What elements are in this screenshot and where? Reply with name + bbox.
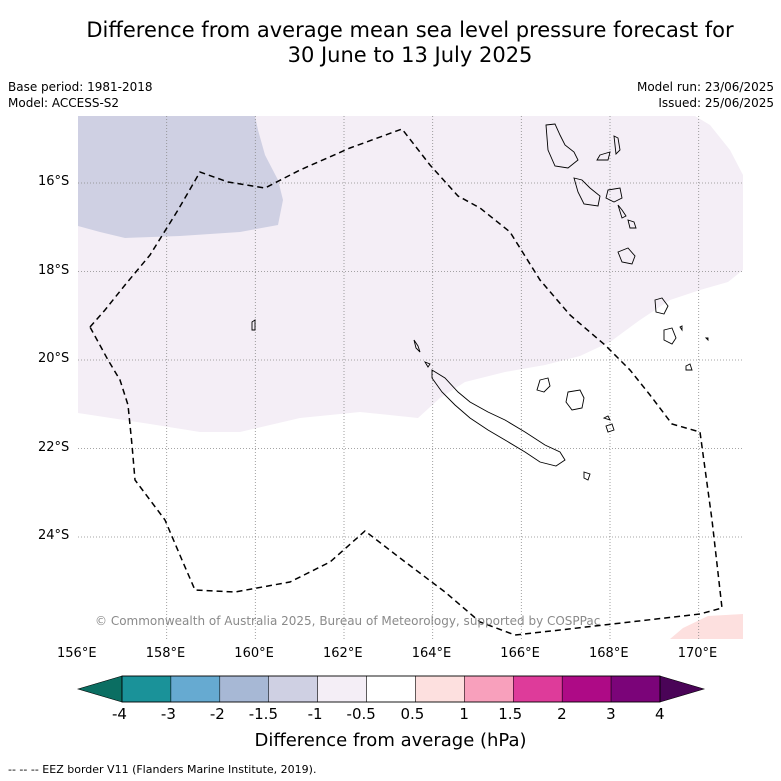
colorbar-tick-label: -1.5 xyxy=(248,705,278,723)
colorbar-bin xyxy=(415,675,465,703)
colorbar-bin xyxy=(219,675,269,703)
longitude-label: 164°E xyxy=(411,646,452,661)
colorbar xyxy=(76,675,706,703)
colorbar-bin xyxy=(464,675,514,703)
latitude-label: 18°S xyxy=(38,262,70,278)
base-period: Base period: 1981-2018 xyxy=(8,80,153,94)
model-run: Model run: 23/06/2025 xyxy=(636,80,774,94)
colorbar-tick-label: -4 xyxy=(112,705,127,723)
colorbar-bin xyxy=(268,675,318,703)
graticule xyxy=(78,116,743,639)
colorbar-high-extension xyxy=(659,675,706,703)
colorbar-tick-label: -3 xyxy=(160,705,176,723)
colorbar-tick-label: -2 xyxy=(209,705,225,723)
colorbar-tick-label: 0.5 xyxy=(400,705,425,723)
longitude-label: 156°E xyxy=(57,646,97,661)
chart-title: Difference from average mean sea level p… xyxy=(40,18,780,68)
copyright-notice: © Commonwealth of Australia 2025, Bureau… xyxy=(95,614,600,628)
colorbar-bin xyxy=(366,675,416,703)
colorbar-label: Difference from average (hPa) xyxy=(254,730,527,751)
latitude-label: 16°S xyxy=(38,174,70,189)
colorbar-tick-label: 1 xyxy=(459,705,469,723)
longitude-label: 168°E xyxy=(589,646,629,661)
colorbar-bin xyxy=(513,675,563,703)
colorbar-bin xyxy=(121,675,172,703)
title-line-1: Difference from average mean sea level p… xyxy=(86,18,734,42)
meta-left: Base period: 1981-2018 Model: ACCESS-S2 xyxy=(8,79,153,111)
eez-border xyxy=(89,128,723,636)
issued-date: Issued: 25/06/2025 xyxy=(658,96,774,110)
new-caledonia-island xyxy=(431,369,566,467)
colorbar-tick-label: 1.5 xyxy=(498,705,523,723)
latitude-label: 24°S xyxy=(38,528,70,543)
longitude-label: 158°E xyxy=(145,646,186,661)
eez-legend-note: -- -- -- EEZ border V11 (Flanders Marine… xyxy=(8,763,317,776)
title-line-2: 30 June to 13 July 2025 xyxy=(287,43,533,67)
colorbar-bin xyxy=(317,675,367,703)
model-name: Model: ACCESS-S2 xyxy=(8,96,120,110)
longitude-label: 160°E xyxy=(234,646,274,661)
longitude-label: 170°E xyxy=(677,646,718,661)
colorbar-low-extension xyxy=(76,675,123,703)
colorbar-bin xyxy=(561,675,612,703)
vanuatu-espiritu-santo xyxy=(545,123,579,169)
anomaly-region-minus-1-5-to-minus-1 xyxy=(78,116,283,238)
colorbar-bin xyxy=(610,675,661,703)
colorbar-tick-label: 4 xyxy=(655,705,665,723)
longitude-label: 162°E xyxy=(323,646,363,661)
colorbar-tick-label: 3 xyxy=(606,705,616,723)
colorbar-bin xyxy=(170,675,221,703)
anomaly-region-0-5-to-1 xyxy=(670,614,743,639)
colorbar-tick-label: -0.5 xyxy=(346,705,376,723)
coastlines xyxy=(251,123,709,481)
colorbar-tick-label: 2 xyxy=(557,705,567,723)
colorbar-tick-label: -1 xyxy=(307,705,323,723)
latitude-label: 22°S xyxy=(38,439,70,455)
longitude-label: 166°E xyxy=(500,646,540,661)
meta-right: Model run: 23/06/2025 Issued: 25/06/2025 xyxy=(637,79,774,111)
latitude-label: 20°S xyxy=(38,351,70,366)
